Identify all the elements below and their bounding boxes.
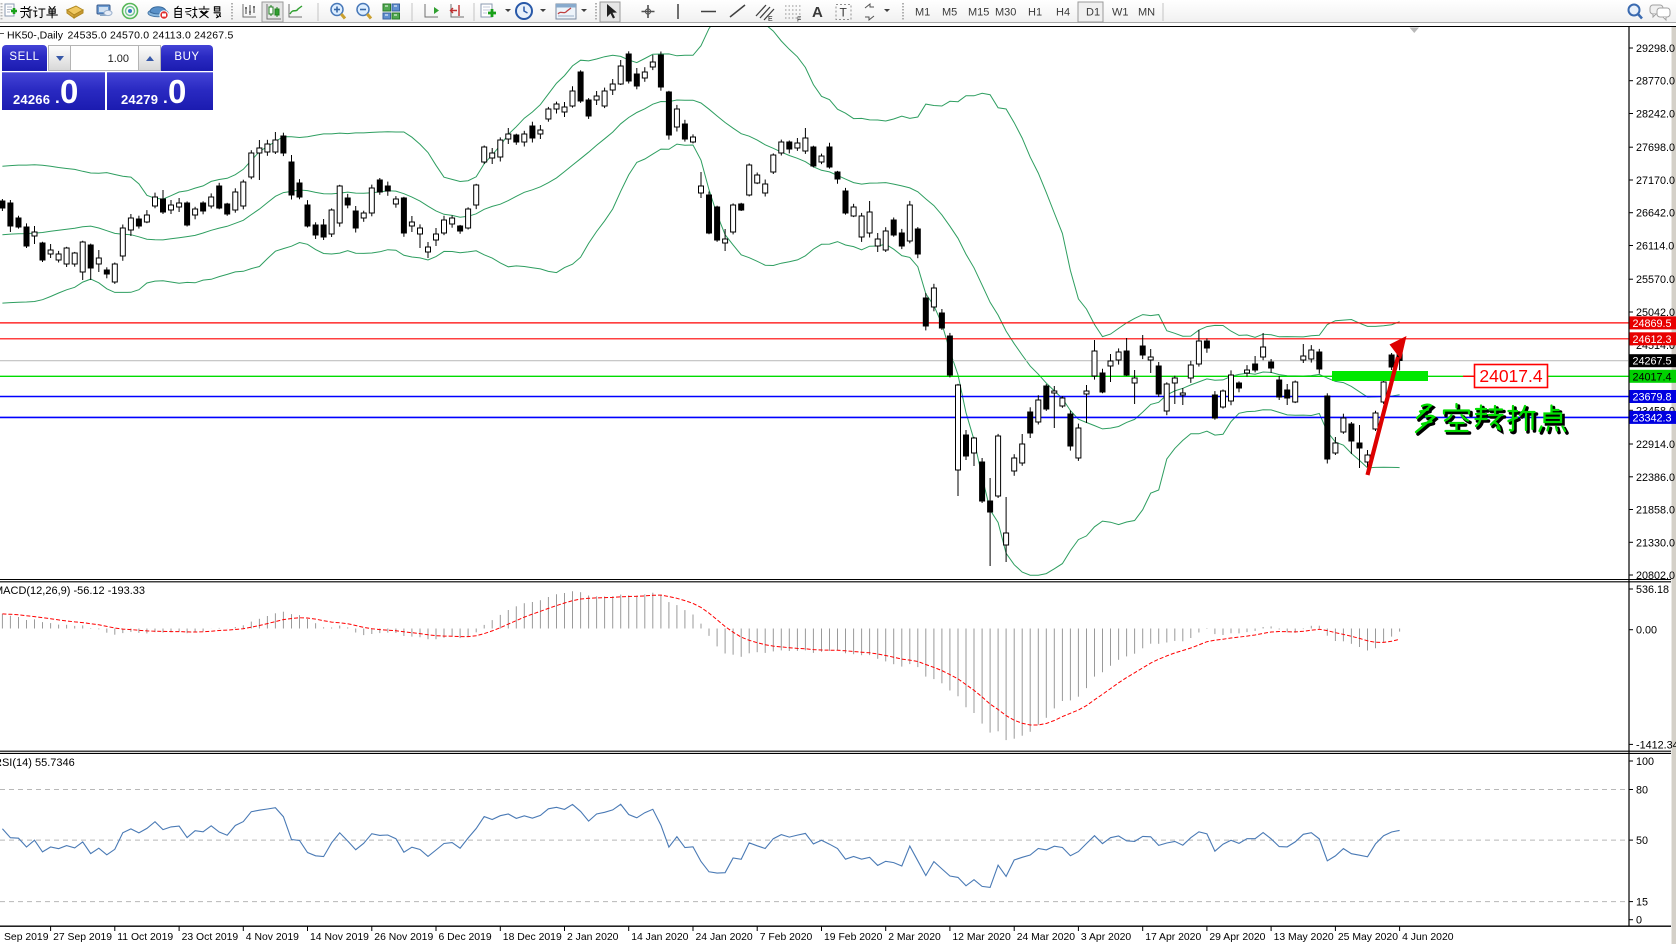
svg-text:M5: M5 — [942, 7, 957, 19]
svg-text:26642.0: 26642.0 — [1636, 208, 1675, 220]
svg-text:F: F — [797, 17, 801, 24]
svg-text:29 Apr 2020: 29 Apr 2020 — [1209, 932, 1265, 943]
svg-text:24267.5: 24267.5 — [1633, 356, 1672, 368]
svg-text:19 Feb 2020: 19 Feb 2020 — [824, 932, 883, 943]
svg-text:50: 50 — [1636, 835, 1648, 847]
svg-text:24869.5: 24869.5 — [1633, 318, 1672, 330]
svg-text:M30: M30 — [995, 7, 1016, 19]
svg-text:MACD(12,26,9) -56.12 -193.33: MACD(12,26,9) -56.12 -193.33 — [0, 585, 145, 597]
svg-text:27 Sep 2019: 27 Sep 2019 — [53, 932, 112, 943]
svg-text:15: 15 — [1636, 897, 1648, 909]
svg-text:3 Apr 2020: 3 Apr 2020 — [1081, 932, 1131, 943]
svg-text:24017.4: 24017.4 — [1633, 371, 1672, 383]
svg-text:0.00: 0.00 — [1636, 625, 1657, 637]
svg-text:22386.0: 22386.0 — [1636, 472, 1675, 484]
svg-text:7 Feb 2020: 7 Feb 2020 — [760, 932, 813, 943]
svg-text:28242.0: 28242.0 — [1636, 109, 1675, 121]
svg-text:24612.3: 24612.3 — [1633, 334, 1672, 346]
svg-text:28770.0: 28770.0 — [1636, 76, 1675, 88]
svg-text:26 Nov 2019: 26 Nov 2019 — [374, 932, 433, 943]
svg-text:18 Dec 2019: 18 Dec 2019 — [503, 932, 562, 943]
svg-text:24 Mar 2020: 24 Mar 2020 — [1017, 932, 1076, 943]
svg-text:536.18: 536.18 — [1636, 584, 1669, 596]
svg-text:26114.0: 26114.0 — [1636, 241, 1674, 253]
svg-text:2 Mar 2020: 2 Mar 2020 — [888, 932, 941, 943]
svg-text:MN: MN — [1138, 7, 1155, 19]
svg-text:100: 100 — [1636, 756, 1654, 768]
svg-text:4 Jun 2020: 4 Jun 2020 — [1402, 932, 1454, 943]
svg-text:23679.8: 23679.8 — [1633, 392, 1672, 404]
svg-text:H4: H4 — [1056, 7, 1070, 19]
svg-text:0: 0 — [1636, 915, 1642, 927]
svg-text:D1: D1 — [1086, 7, 1100, 19]
svg-text:4 Nov 2019: 4 Nov 2019 — [246, 932, 299, 943]
svg-text:-1412.34: -1412.34 — [1636, 739, 1676, 751]
svg-text:17 Apr 2020: 17 Apr 2020 — [1145, 932, 1201, 943]
svg-text:RSI(14) 55.7346: RSI(14) 55.7346 — [0, 757, 75, 769]
svg-text:6 Dec 2019: 6 Dec 2019 — [439, 932, 492, 943]
svg-text:22914.0: 22914.0 — [1636, 439, 1675, 451]
svg-text:25570.0: 25570.0 — [1636, 274, 1675, 286]
svg-text:T: T — [840, 6, 848, 20]
svg-text:14 Jan 2020: 14 Jan 2020 — [631, 932, 688, 943]
svg-text:W1: W1 — [1112, 7, 1129, 19]
svg-text:2 Jan 2020: 2 Jan 2020 — [567, 932, 619, 943]
svg-text:24017.4: 24017.4 — [1479, 366, 1543, 386]
svg-text:25 May 2020: 25 May 2020 — [1338, 932, 1398, 943]
svg-text:M15: M15 — [968, 7, 989, 19]
svg-text:H1: H1 — [1028, 7, 1042, 19]
svg-text:27170.0: 27170.0 — [1636, 175, 1675, 187]
svg-text:E: E — [768, 16, 773, 23]
svg-text:11 Oct 2019: 11 Oct 2019 — [117, 932, 173, 943]
svg-text:20802.0: 20802.0 — [1636, 570, 1675, 582]
svg-text:Sep 2019: Sep 2019 — [4, 932, 49, 943]
svg-text:A: A — [812, 4, 823, 21]
svg-text:HK50-,Daily: HK50-,Daily — [7, 30, 64, 42]
svg-text:24 Jan 2020: 24 Jan 2020 — [696, 932, 753, 943]
svg-text:23342.3: 23342.3 — [1633, 412, 1672, 424]
svg-text:27698.0: 27698.0 — [1636, 142, 1675, 154]
svg-text:25042.0: 25042.0 — [1636, 307, 1675, 319]
svg-text:13 May 2020: 13 May 2020 — [1274, 932, 1334, 943]
svg-text:80: 80 — [1636, 785, 1648, 797]
svg-text:21330.0: 21330.0 — [1636, 537, 1675, 549]
svg-text:23 Oct 2019: 23 Oct 2019 — [182, 932, 239, 943]
svg-text:24535.0 24570.0 24113.0 24267.: 24535.0 24570.0 24113.0 24267.5 — [68, 30, 234, 42]
svg-text:14 Nov 2019: 14 Nov 2019 — [310, 932, 369, 943]
svg-text:12 Mar 2020: 12 Mar 2020 — [952, 932, 1011, 943]
svg-text:29298.0: 29298.0 — [1636, 43, 1675, 55]
svg-text:21858.0: 21858.0 — [1636, 505, 1675, 517]
svg-text:M1: M1 — [915, 7, 930, 19]
